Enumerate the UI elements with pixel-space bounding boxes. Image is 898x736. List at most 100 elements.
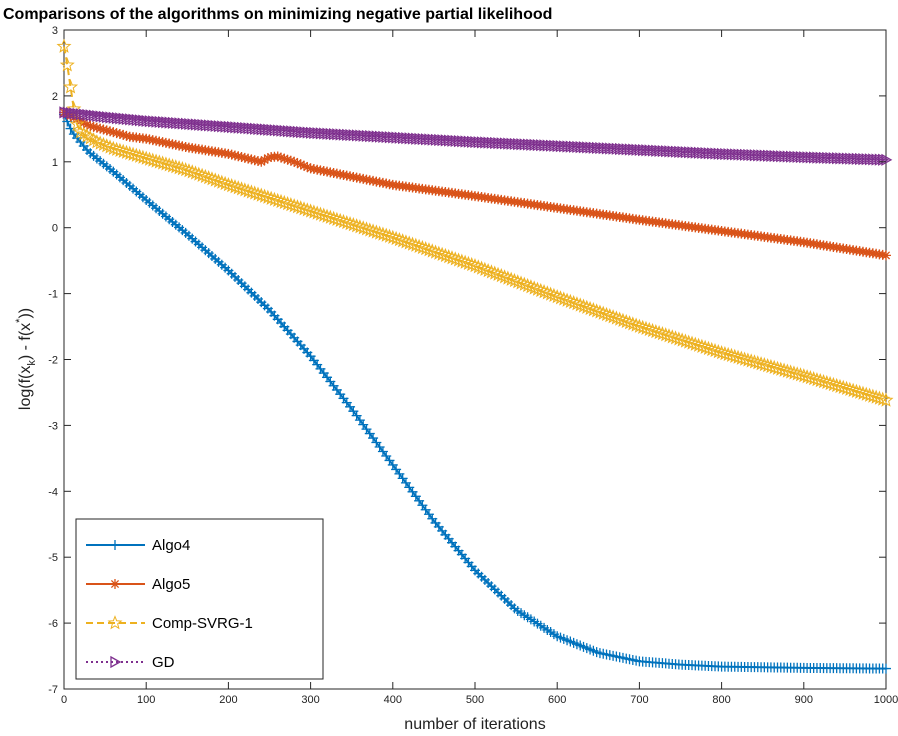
y-label-sup: * <box>14 318 26 323</box>
data-point <box>644 144 656 157</box>
data-point <box>878 392 894 407</box>
legend-marker <box>110 579 120 589</box>
data-point <box>565 140 577 153</box>
x-tick-label: 400 <box>384 694 402 706</box>
legend: Algo4 Algo5 Comp-SVRG-1 GD <box>75 518 324 680</box>
data-point <box>818 151 830 164</box>
data-point <box>651 144 663 157</box>
data-point <box>815 151 827 164</box>
data-point <box>756 149 768 162</box>
data-point <box>177 117 189 130</box>
data-point <box>95 110 107 123</box>
data-point <box>210 119 222 133</box>
y-label-part-1: log(f(x <box>17 366 34 410</box>
data-point <box>539 139 551 152</box>
data-point <box>102 111 114 124</box>
data-point <box>641 144 653 157</box>
data-point <box>345 128 357 142</box>
x-tick-label: 800 <box>712 694 730 706</box>
data-point <box>680 146 692 159</box>
data-point <box>75 108 87 121</box>
data-point <box>62 106 74 119</box>
data-point <box>611 142 623 155</box>
data-point <box>381 130 393 144</box>
data-point <box>361 129 373 143</box>
data-point <box>332 128 344 141</box>
data-point <box>256 123 268 136</box>
data-point <box>371 130 383 143</box>
x-tick-label: 0 <box>61 694 67 706</box>
data-point <box>457 135 469 148</box>
legend-label: Algo5 <box>152 576 190 593</box>
data-point <box>111 111 123 125</box>
data-point <box>240 121 252 135</box>
data-point <box>726 148 738 161</box>
data-point <box>785 150 797 163</box>
legend-label: Algo4 <box>152 537 190 554</box>
data-point <box>779 150 791 163</box>
data-point <box>789 150 801 163</box>
y-tick-label: -3 <box>48 420 58 432</box>
data-point <box>187 118 199 131</box>
data-point <box>700 146 712 160</box>
data-point <box>766 149 778 162</box>
data-point <box>654 144 666 157</box>
data-point <box>161 116 173 129</box>
data-point <box>460 135 472 148</box>
data-point <box>799 151 811 164</box>
data-point <box>615 142 627 156</box>
data-point <box>476 136 488 149</box>
data-point <box>121 112 133 126</box>
data-point <box>342 128 354 141</box>
data-point <box>592 141 603 154</box>
y-tick-label: -2 <box>48 355 58 367</box>
data-point <box>276 124 288 137</box>
data-point <box>72 107 84 120</box>
series-algo5 <box>59 107 891 261</box>
data-point <box>289 125 301 138</box>
data-point <box>631 143 643 156</box>
data-point <box>59 57 75 72</box>
data-point <box>739 148 751 161</box>
chart-title: Comparisons of the algorithms on minimiz… <box>3 6 552 23</box>
data-point <box>555 140 567 153</box>
x-tick-label: 900 <box>795 694 813 706</box>
x-tick-label: 1000 <box>874 694 898 706</box>
data-point <box>864 153 876 166</box>
data-point <box>746 148 758 162</box>
data-point <box>559 140 571 153</box>
data-point <box>621 143 633 156</box>
y-label-part-2: ) - f(x <box>17 323 34 360</box>
data-point <box>236 121 248 134</box>
data-point <box>63 79 79 94</box>
data-point <box>325 127 337 141</box>
legend-marker <box>107 615 123 630</box>
data-point <box>430 133 442 146</box>
data-point <box>440 134 452 147</box>
data-point <box>526 138 538 151</box>
data-point <box>605 142 617 155</box>
data-point <box>69 116 85 131</box>
data-point <box>207 119 219 132</box>
data-point <box>624 143 636 156</box>
series-line <box>63 46 887 402</box>
x-tick-label: 700 <box>630 694 648 706</box>
data-point <box>401 132 413 145</box>
data-point <box>749 149 761 162</box>
data-point <box>595 141 607 155</box>
data-point <box>506 137 518 150</box>
x-tick-label: 600 <box>548 694 566 706</box>
series-line <box>63 111 887 161</box>
y-tick-label: 1 <box>52 157 58 169</box>
data-point <box>549 139 561 152</box>
data-point <box>467 135 479 148</box>
data-point <box>134 114 146 127</box>
data-point <box>730 148 742 161</box>
data-point <box>220 120 232 133</box>
data-point <box>115 112 127 125</box>
data-point <box>670 145 682 158</box>
y-tick-label: -4 <box>48 486 58 498</box>
data-point <box>125 113 137 126</box>
data-point <box>845 152 857 165</box>
